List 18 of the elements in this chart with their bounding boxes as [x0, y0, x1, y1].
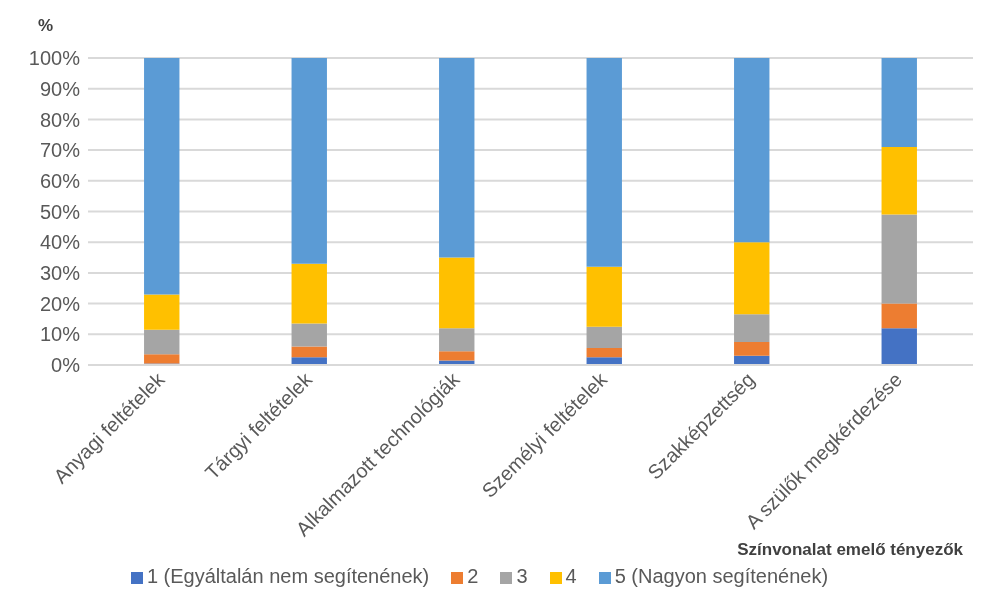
y-tick-label: 60%: [39, 169, 81, 192]
y-tick-label: 0%: [51, 354, 81, 377]
y-tick-label: 70%: [39, 139, 81, 162]
y-tick-label: 10%: [39, 323, 81, 346]
y-axis-title: %: [38, 16, 54, 36]
legend-label: 5 (Nagyon segítenének): [614, 565, 829, 587]
y-tick-label: 20%: [39, 292, 81, 315]
y-tick-label: 80%: [39, 108, 81, 131]
legend-label: 4: [565, 565, 577, 587]
y-tick-label: 100%: [28, 47, 81, 70]
legend-label: 3: [516, 565, 528, 587]
y-tick-label: 30%: [39, 262, 81, 284]
y-tick-label: 50%: [39, 200, 81, 223]
x-axis-title: Színvonalat emelő tényezők: [737, 540, 963, 560]
legend-label: 2: [467, 565, 479, 587]
y-tick-label: 90%: [39, 77, 81, 100]
legend-label: 1 (Egyáltalán nem segítenének): [146, 565, 430, 587]
y-tick-label: 40%: [39, 231, 81, 254]
